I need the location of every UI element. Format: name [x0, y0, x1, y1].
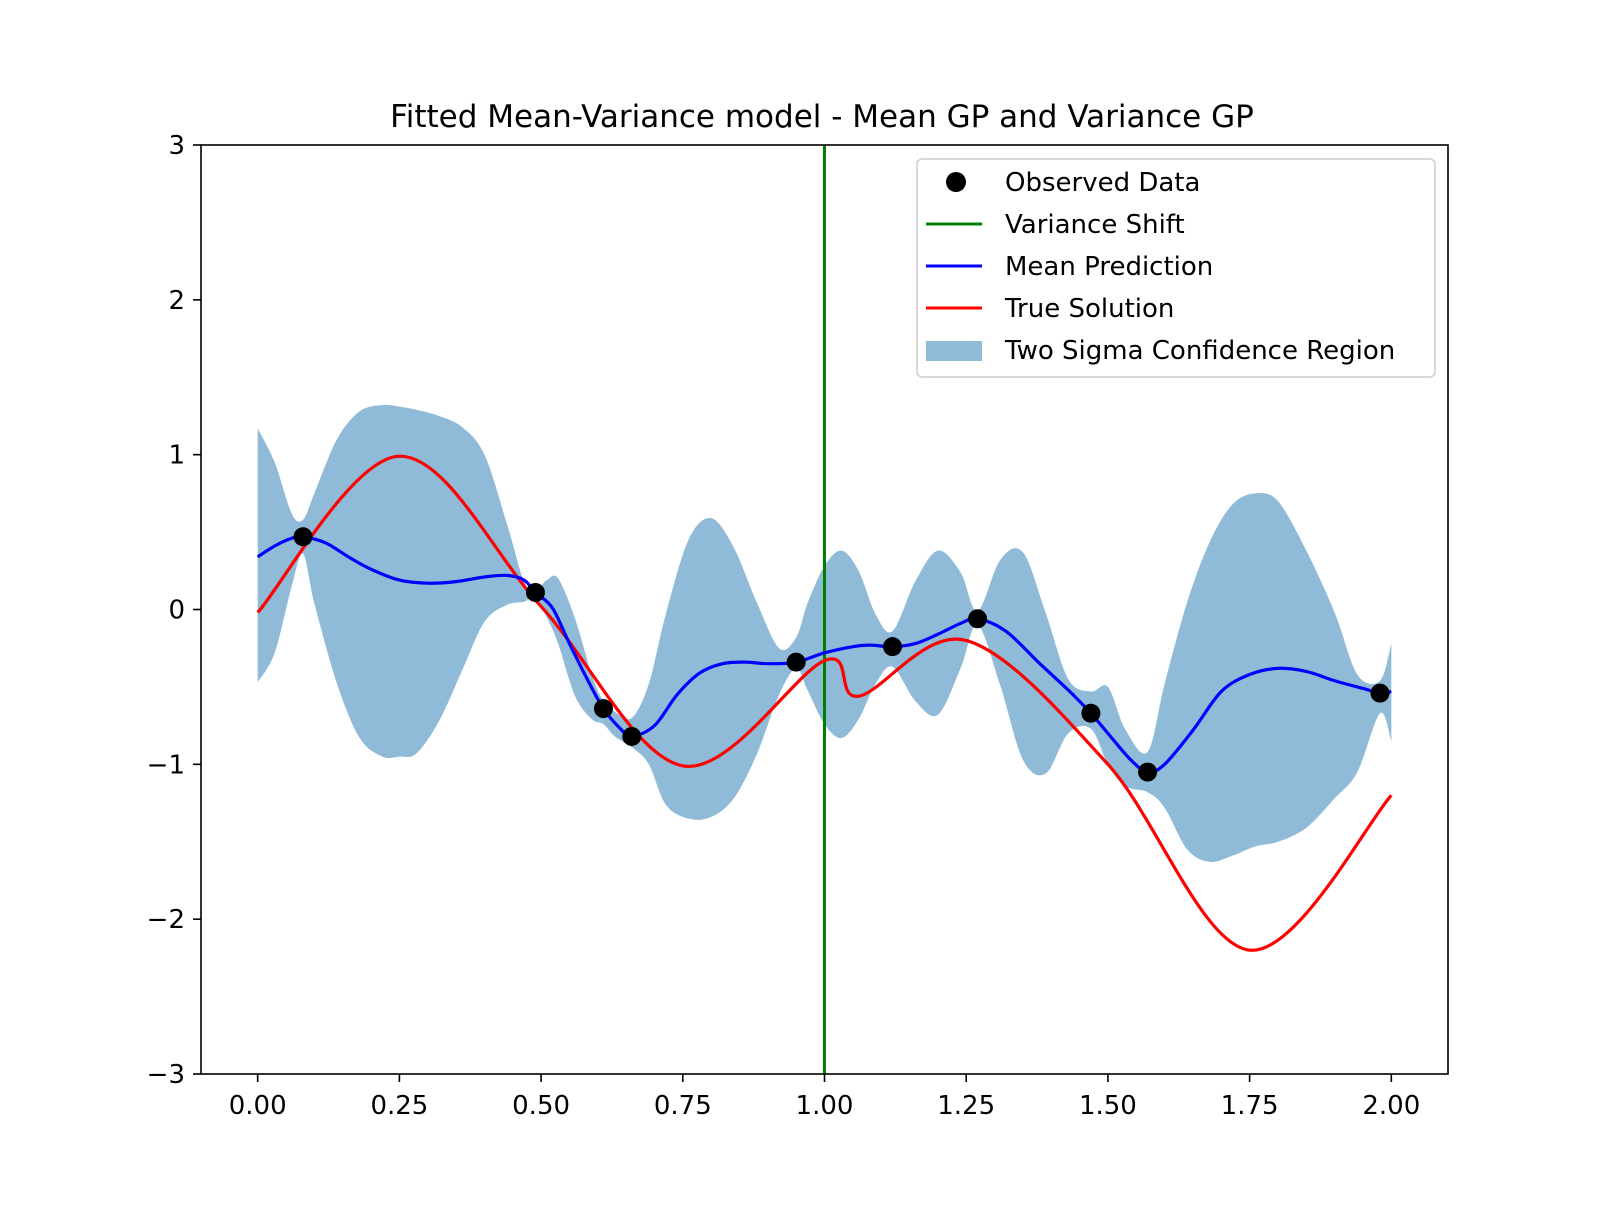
- observed-points: [293, 527, 1390, 782]
- observed-point: [1081, 703, 1101, 723]
- true-solution-line: [256, 454, 1393, 952]
- legend-observed-label: Observed Data: [1005, 168, 1200, 198]
- x-tick-label: 0.25: [370, 1091, 428, 1121]
- legend-band-swatch: [926, 341, 982, 361]
- y-tick-label: −2: [147, 905, 185, 935]
- x-axis: 0.00 0.25 0.50 0.75 1.00 1.25 1.50 1.75 2.00: [229, 1074, 1420, 1121]
- observed-point: [593, 699, 613, 719]
- y-tick-label: 3: [168, 131, 185, 161]
- x-tick-label: 0.00: [229, 1091, 287, 1121]
- legend-mean-label: Mean Prediction: [1005, 252, 1213, 282]
- observed-point: [525, 582, 545, 602]
- observed-point: [1370, 683, 1390, 703]
- observed-point: [968, 609, 988, 629]
- legend-box: [916, 158, 1436, 378]
- x-tick-label: 1.50: [1079, 1091, 1137, 1121]
- y-axis: −3 −2 −1 0 1 2 3: [147, 131, 201, 1090]
- plot-area: [256, 145, 1393, 1074]
- x-tick-label: 0.50: [512, 1091, 570, 1121]
- legend-observed-marker: [946, 172, 966, 192]
- y-tick-label: −3: [147, 1060, 185, 1090]
- x-tick-label: 2.00: [1362, 1091, 1420, 1121]
- y-tick-label: −1: [147, 750, 185, 780]
- mean-prediction-line: [256, 534, 1392, 774]
- chart-title: Fitted Mean-Variance model - Mean GP and…: [390, 99, 1254, 135]
- observed-point: [1138, 762, 1158, 782]
- x-tick-label: 0.75: [654, 1091, 712, 1121]
- observed-point: [622, 726, 642, 746]
- legend-band-label: Two Sigma Confidence Region: [1004, 336, 1395, 366]
- x-tick-label: 1.25: [937, 1091, 995, 1121]
- y-tick-label: 1: [168, 441, 185, 471]
- legend-true-label: True Solution: [1004, 294, 1174, 324]
- y-tick-label: 0: [168, 596, 185, 626]
- y-tick-label: 2: [168, 286, 185, 316]
- observed-point: [293, 527, 313, 547]
- observed-point: [786, 652, 806, 672]
- observed-point: [883, 637, 903, 657]
- x-tick-label: 1.75: [1221, 1091, 1279, 1121]
- legend: Observed Data Variance Shift Mean Predic…: [916, 158, 1436, 378]
- x-tick-label: 1.00: [796, 1091, 854, 1121]
- legend-shift-label: Variance Shift: [1005, 210, 1185, 240]
